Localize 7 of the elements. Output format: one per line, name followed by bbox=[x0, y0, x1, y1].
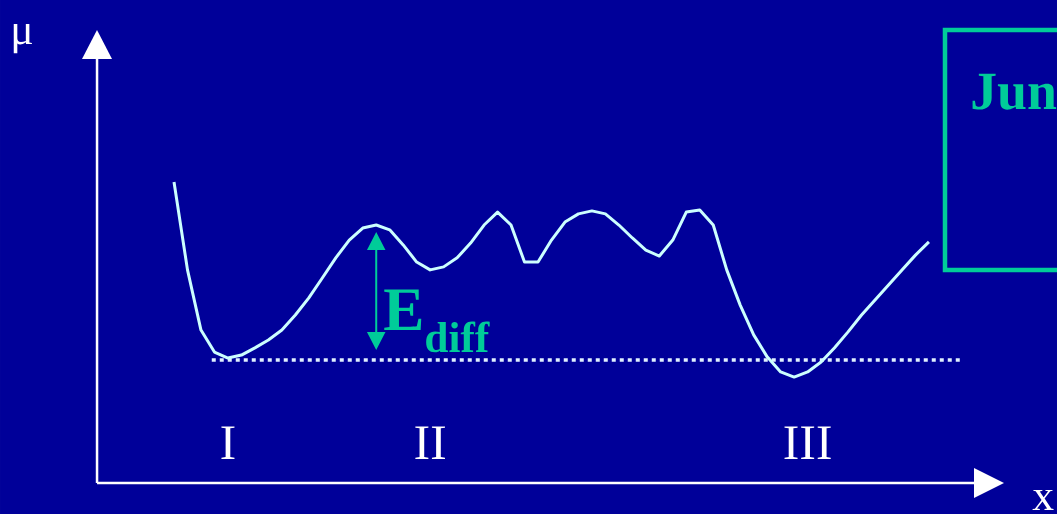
x-axis-title: x bbox=[1032, 489, 1054, 510]
x-tick-label: I bbox=[221, 426, 235, 459]
x-tick-label: III bbox=[784, 426, 831, 459]
annotation: E$_{diff}$ bbox=[384, 289, 490, 353]
x-tick-label: II bbox=[415, 426, 445, 459]
text: Jun bbox=[972, 73, 1057, 110]
y-axis-title: μ bbox=[13, 23, 32, 54]
